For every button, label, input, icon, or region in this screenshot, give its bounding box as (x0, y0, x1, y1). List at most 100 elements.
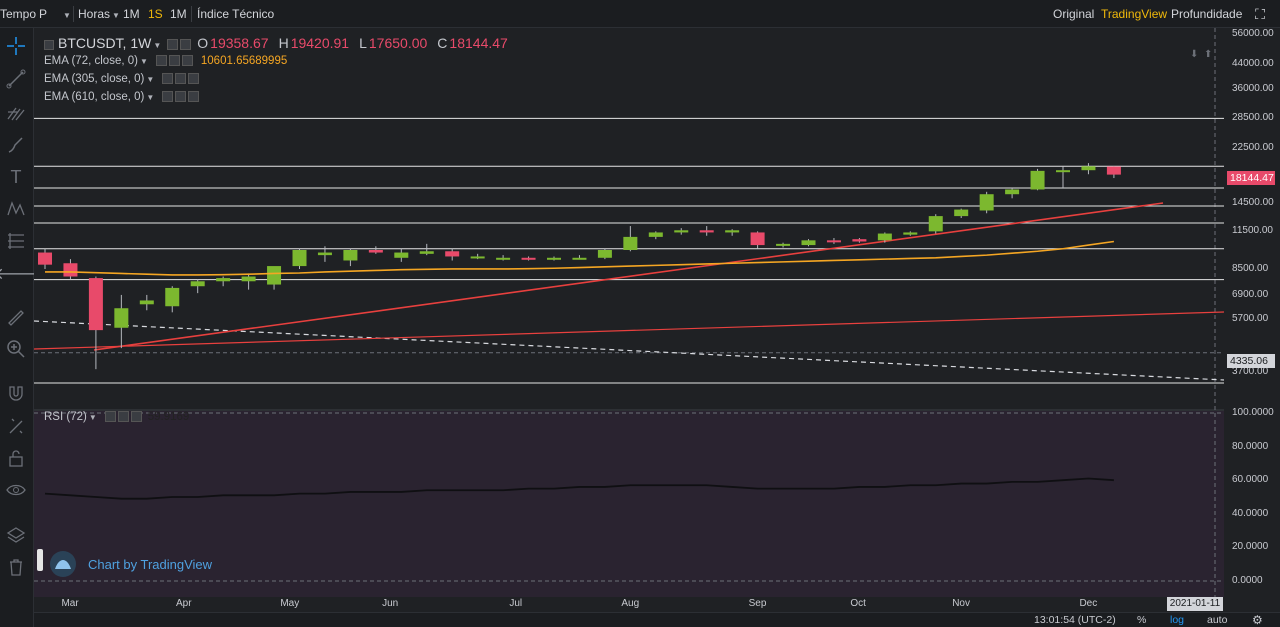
hide-icon[interactable] (175, 91, 187, 102)
candle (648, 231, 663, 240)
fullscreen-icon[interactable]: ⛶ (1255, 6, 1265, 22)
candle-body (394, 252, 409, 258)
candle-body (547, 257, 561, 260)
chevron-down-icon[interactable]: ▼ (146, 93, 155, 102)
tradingview-watermark[interactable]: Chart by TradingView (50, 550, 212, 578)
interval-1s-button[interactable]: 1S (148, 7, 163, 21)
candle-body (572, 257, 587, 260)
view-depth-tab[interactable]: Profundidade (1171, 7, 1243, 21)
candle-body (1056, 170, 1070, 173)
fib-icon[interactable] (5, 230, 27, 252)
candle-body (114, 308, 129, 328)
candle (699, 226, 714, 236)
settings-icon[interactable] (167, 39, 179, 50)
move-down-icon[interactable]: ⬇ (1190, 49, 1199, 60)
auto-toggle[interactable]: auto (1207, 614, 1228, 626)
candle-body (1005, 189, 1020, 195)
view-original-tab[interactable]: Original (1053, 7, 1095, 21)
candle (597, 248, 612, 260)
candle (368, 246, 383, 254)
chevron-down-icon[interactable]: ▼ (153, 41, 162, 50)
unlock-icon[interactable] (5, 447, 27, 469)
view-tradingview-tab[interactable]: TradingView (1101, 7, 1168, 21)
brush-icon[interactable] (5, 134, 27, 156)
interval-1m-month-button[interactable]: 1M (170, 7, 187, 21)
ruler-icon[interactable] (5, 307, 27, 329)
pitchfork-icon[interactable] (5, 101, 27, 123)
chevron-down-icon[interactable]: ▼ (139, 57, 148, 66)
candle (394, 248, 409, 262)
chevron-down-icon[interactable]: ▼ (146, 75, 155, 84)
candle-body (267, 266, 282, 285)
zoom-icon[interactable] (5, 338, 27, 360)
candle-body (241, 276, 256, 282)
price-chart[interactable] (34, 28, 1224, 597)
layers-icon[interactable] (5, 524, 27, 546)
pane-controls: ⬇ ⬆ (1190, 49, 1212, 60)
hide-icon[interactable] (180, 39, 192, 50)
candle (88, 276, 103, 370)
candle (725, 229, 740, 236)
clock-timezone[interactable]: 13:01:54 (UTC-2) (1034, 614, 1116, 626)
crosshair-icon[interactable] (5, 35, 27, 57)
price-tick-label: 5700.00 (1232, 312, 1269, 324)
symbol-label: BTCUSDT, 1W (58, 35, 152, 51)
collapse-icon[interactable] (44, 40, 54, 50)
hide-icon[interactable] (175, 73, 187, 84)
price-tick-label: 28500.00 (1232, 112, 1274, 124)
hide-icon[interactable] (168, 55, 180, 66)
candle (241, 273, 256, 290)
candle-body (674, 230, 689, 233)
pattern-icon[interactable] (5, 198, 27, 220)
settings-icon[interactable] (155, 55, 167, 66)
time-label: Tempo (0, 7, 37, 21)
candle-body (216, 278, 231, 282)
candle (776, 242, 791, 248)
candle-body (292, 250, 307, 267)
text-icon[interactable]: T (10, 166, 22, 187)
time-tick-label: May (280, 598, 300, 609)
candle-body (190, 281, 205, 287)
settings-icon[interactable] (104, 411, 116, 422)
rsi-tick-label: 20.0000 (1232, 541, 1269, 553)
time-axis[interactable]: Mar Apr May Jun Jul Aug Sep Oct Nov Dec (34, 597, 1224, 613)
interval-1m-button[interactable]: 1M (123, 7, 140, 21)
candle-body (725, 230, 740, 233)
chart-footer: 13:01:54 (UTC-2) % log auto ⚙ (34, 612, 1280, 627)
candle-body (954, 209, 969, 217)
close-icon[interactable] (130, 411, 142, 422)
close-icon[interactable] (188, 91, 200, 102)
low-value: 17650.00 (368, 35, 428, 51)
price-tick-label: 56000.00 (1232, 28, 1274, 40)
eye-icon[interactable] (5, 479, 27, 501)
pane-resize-handle[interactable] (37, 549, 43, 571)
magnet-icon[interactable] (5, 382, 27, 404)
close-icon[interactable] (181, 55, 193, 66)
maximize-pane-icon[interactable]: ⬆ (1203, 49, 1213, 60)
hide-icon[interactable] (117, 411, 129, 422)
candle-body (1106, 166, 1121, 175)
settings-icon[interactable] (162, 73, 174, 84)
candle-body (852, 239, 867, 242)
candle (292, 248, 307, 269)
candle (343, 248, 358, 267)
close-icon[interactable] (188, 73, 200, 84)
chevron-down-icon[interactable]: ▼ (88, 413, 97, 422)
close-value: 18144.47 (449, 35, 508, 51)
price-tick-label: 36000.00 (1232, 83, 1274, 95)
divider (191, 6, 192, 22)
gear-icon[interactable]: ⚙ (1252, 613, 1263, 627)
candle (903, 231, 918, 236)
back-arrow-icon[interactable]: 🡐 (0, 265, 38, 283)
hours-dropdown[interactable]: Horas ▼ (74, 4, 124, 24)
indicators-button[interactable]: Índice Técnico (197, 7, 275, 21)
log-toggle[interactable]: log (1170, 614, 1185, 626)
percent-toggle[interactable]: % (1137, 614, 1147, 626)
interval-select[interactable]: P ▼ (39, 4, 71, 24)
lock-drawing-icon[interactable] (5, 415, 27, 437)
settings-icon[interactable] (162, 91, 174, 102)
trend-line-icon[interactable] (5, 68, 27, 90)
rsi-tick-label: 60.0000 (1232, 474, 1269, 486)
candle (470, 253, 485, 260)
trash-icon[interactable] (5, 556, 27, 578)
